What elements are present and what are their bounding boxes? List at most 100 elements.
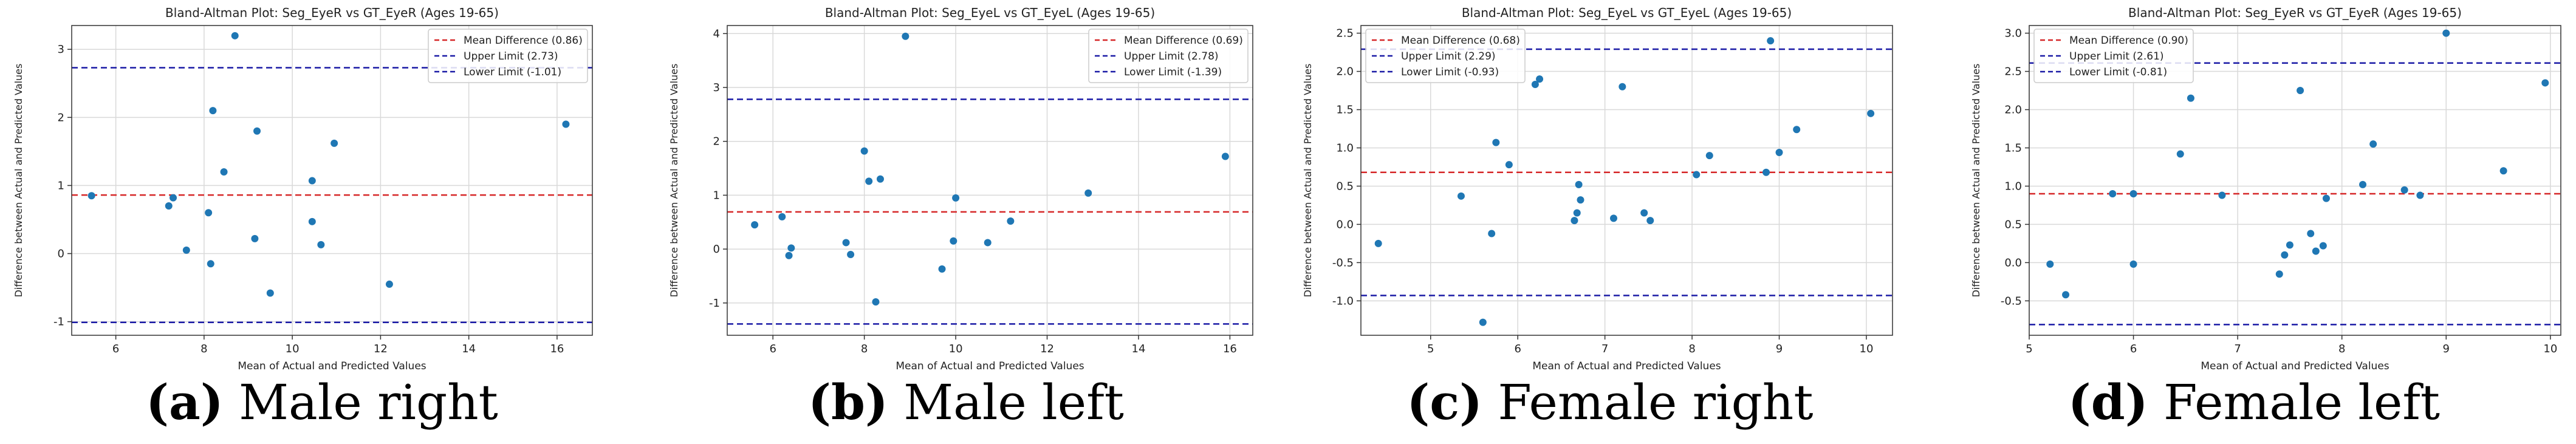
data-point xyxy=(2218,191,2226,199)
legend-box xyxy=(2033,29,2194,83)
data-point xyxy=(331,139,338,147)
data-point xyxy=(865,177,873,185)
y-tick-label: 3.0 xyxy=(2004,27,2022,40)
data-point xyxy=(231,32,239,39)
chart-title: Bland-Altman Plot: Seg_EyeL vs GT_EyeL (… xyxy=(825,5,1155,20)
data-point xyxy=(2187,94,2194,102)
data-point xyxy=(1479,318,1487,326)
data-point xyxy=(2109,190,2117,198)
legend-label: Mean Difference (0.69) xyxy=(1124,35,1243,47)
chart-d: 5 6 7 8 9 10 -0.5 0.0 0.5 1.0 1.5 2.0 2.5 3.0 Bland-Al… xyxy=(1970,5,2561,372)
data-point xyxy=(220,168,228,176)
data-point xyxy=(2129,190,2137,198)
data-point xyxy=(787,244,795,252)
data-point xyxy=(1577,196,1584,204)
y-tick-label: 2 xyxy=(713,135,720,148)
plot-frame xyxy=(2029,25,2561,336)
data-point xyxy=(1457,192,1465,200)
x-tick-label: 14 xyxy=(1132,343,1146,355)
y-tick-label: 0.5 xyxy=(1336,180,1354,193)
data-point xyxy=(1867,109,1875,117)
data-point xyxy=(1767,37,1775,45)
data-point xyxy=(2062,291,2070,299)
x-tick-label: 12 xyxy=(1040,343,1054,355)
legend-label: Upper Limit (2.61) xyxy=(2069,50,2164,63)
legend-box xyxy=(428,29,588,83)
y-tick-label: 1.0 xyxy=(2004,180,2022,193)
x-tick-label: 16 xyxy=(550,343,564,355)
caption-text: Male left xyxy=(903,374,1124,431)
plot-frame xyxy=(727,25,1253,336)
legend-label: Upper Limit (2.29) xyxy=(1401,50,1496,63)
y-tick-label: -1 xyxy=(53,316,64,329)
data-point xyxy=(2416,191,2424,199)
data-point xyxy=(87,192,95,200)
caption-letter: (d) xyxy=(2067,374,2148,431)
legend: Mean Difference (0.90) Upper Limit (2.61)… xyxy=(2033,29,2194,83)
legend: Mean Difference (0.69) Upper Limit (2.78)… xyxy=(1088,29,1249,83)
y-tick-label: 2 xyxy=(58,111,64,124)
y-tick-label: 0 xyxy=(58,247,64,260)
legend-label: Lower Limit (-0.93) xyxy=(1401,66,1499,78)
caption-text: Female left xyxy=(2163,374,2441,431)
data-point xyxy=(2359,180,2367,188)
data-point xyxy=(1536,75,1544,83)
data-point xyxy=(1575,180,1583,188)
panel-caption-c: (c) Female right xyxy=(1288,372,1932,432)
x-axis-label: Mean of Actual and Predicted Values xyxy=(896,360,1084,372)
y-tick-label: -1 xyxy=(709,297,720,310)
y-tick-label: 3 xyxy=(58,43,64,56)
data-point xyxy=(751,221,759,229)
x-tick-label: 5 xyxy=(2026,343,2032,355)
x-axis-label: Mean of Actual and Predicted Values xyxy=(2201,360,2389,372)
data-point xyxy=(2322,194,2330,202)
data-point xyxy=(842,239,850,247)
data-point xyxy=(847,250,855,258)
caption-letter: (c) xyxy=(1406,374,1482,431)
data-point xyxy=(308,177,316,185)
y-axis-label: Difference between Actual and Predicted … xyxy=(668,64,680,298)
y-tick-label: 1.5 xyxy=(2004,142,2022,154)
data-point xyxy=(1646,217,1654,225)
data-point xyxy=(2297,87,2304,95)
data-point xyxy=(170,194,177,202)
data-point xyxy=(860,147,868,155)
data-point xyxy=(952,194,960,202)
legend-box xyxy=(1365,29,1526,83)
x-tick-label: 10 xyxy=(949,343,963,355)
x-tick-label: 6 xyxy=(2130,343,2137,355)
data-point xyxy=(1609,214,1617,222)
data-point xyxy=(209,107,217,115)
data-point xyxy=(902,32,909,40)
data-point xyxy=(1573,209,1581,217)
y-tick-label: 0 xyxy=(713,243,720,256)
y-axis-label: Difference between Actual and Predicted … xyxy=(1970,64,1982,298)
data-point xyxy=(205,209,213,217)
data-point xyxy=(2442,29,2450,37)
caption-text: Male right xyxy=(239,374,498,431)
panel-caption-a: (a) Male right xyxy=(0,372,644,432)
data-point xyxy=(2307,230,2315,237)
legend-label: Lower Limit (-1.39) xyxy=(1124,66,1222,78)
data-point xyxy=(950,237,957,245)
data-point xyxy=(317,241,325,248)
data-point xyxy=(562,120,570,128)
legend: Mean Difference (0.86) Upper Limit (2.73)… xyxy=(428,29,588,83)
x-tick-label: 9 xyxy=(2443,343,2450,355)
data-point xyxy=(182,246,190,254)
x-tick-label: 8 xyxy=(861,343,868,355)
data-point xyxy=(2286,241,2293,249)
legend: Mean Difference (0.68) Upper Limit (2.29)… xyxy=(1365,29,1526,83)
legend-label: Upper Limit (2.73) xyxy=(464,50,558,63)
data-point xyxy=(1374,239,1382,247)
x-tick-label: 8 xyxy=(200,343,207,355)
data-point xyxy=(2400,186,2408,194)
data-point xyxy=(2281,251,2289,259)
chart-title: Bland-Altman Plot: Seg_EyeR vs GT_EyeR (… xyxy=(2128,5,2462,20)
chart-title: Bland-Altman Plot: Seg_EyeL vs GT_EyeL (… xyxy=(1462,5,1792,20)
x-tick-label: 5 xyxy=(1427,343,1434,355)
caption-letter: (b) xyxy=(808,374,888,431)
data-point xyxy=(778,213,786,220)
